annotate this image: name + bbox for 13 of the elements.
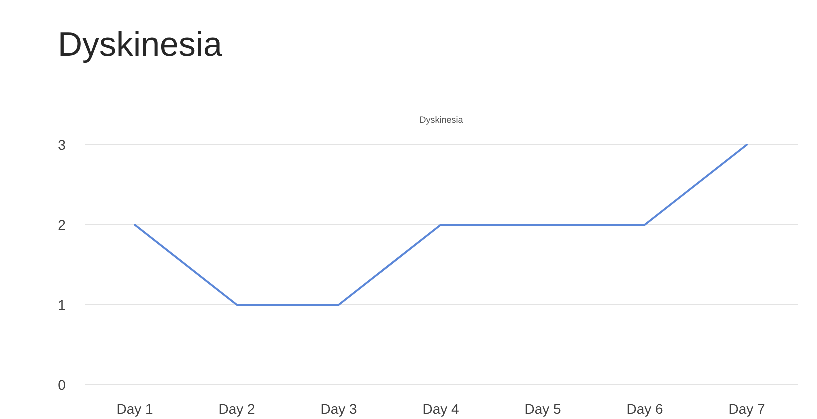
x-tick-label: Day 5	[524, 401, 562, 417]
y-tick-label: 1	[58, 297, 66, 313]
x-tick-label: Day 3	[320, 401, 358, 417]
x-tick-label: Day 6	[626, 401, 664, 417]
x-tick-label: Day 7	[728, 401, 766, 417]
y-tick-label: 0	[58, 377, 66, 393]
chart-subtitle: Dyskinesia	[420, 115, 464, 125]
x-tick-label: Day 2	[218, 401, 256, 417]
chart-title: Dyskinesia	[58, 26, 222, 64]
x-tick-label: Day 1	[116, 401, 154, 417]
x-tick-label: Day 4	[422, 401, 460, 417]
y-tick-label: 2	[58, 217, 66, 233]
y-tick-label: 3	[58, 137, 66, 153]
